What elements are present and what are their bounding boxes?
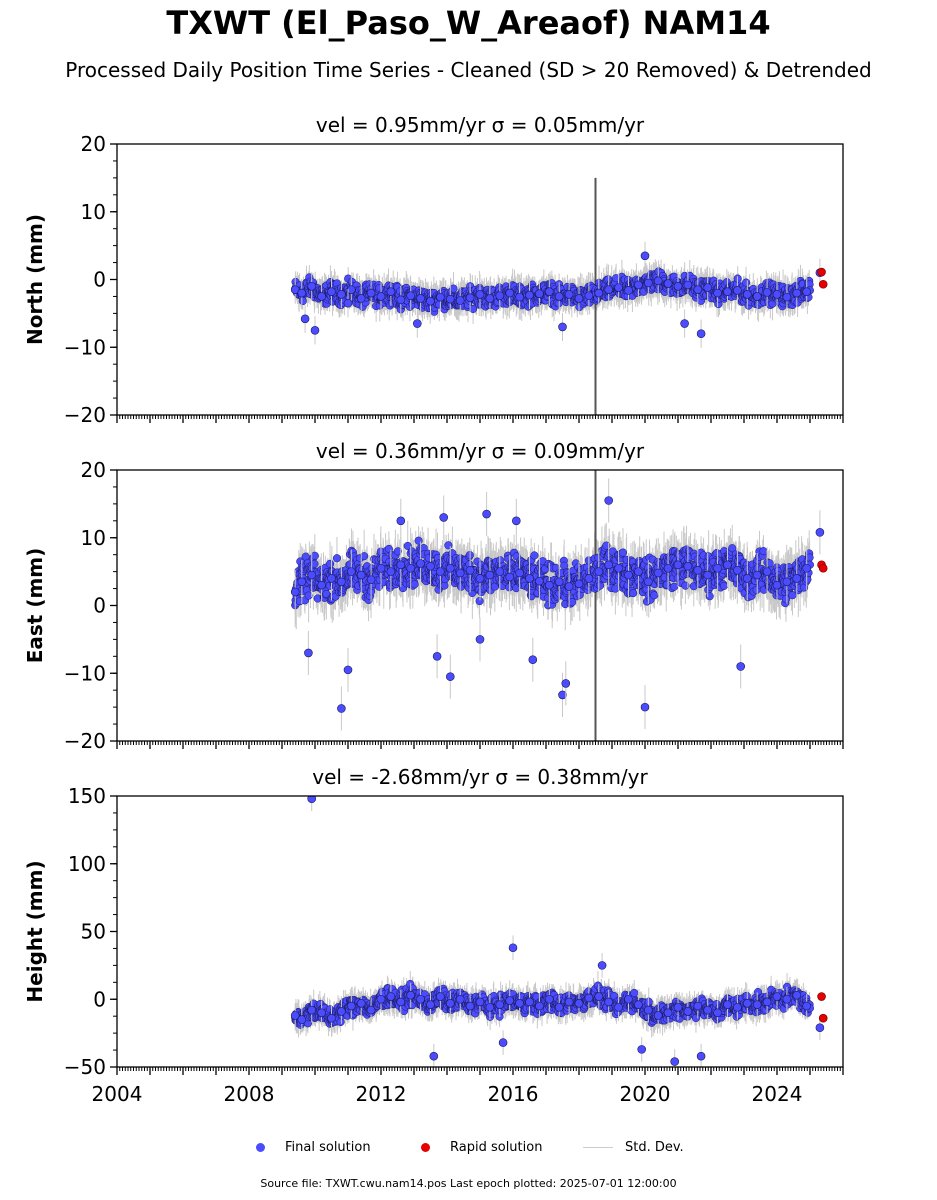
final-data-point — [713, 288, 722, 298]
y-tick-label: 10 — [81, 200, 106, 224]
final-data-point — [337, 290, 346, 299]
final-data-point — [693, 285, 703, 294]
final-point — [360, 552, 369, 561]
final-data-point — [343, 298, 353, 308]
final-point — [325, 559, 335, 568]
final-data-point — [640, 251, 650, 261]
panel-east-marks — [290, 470, 828, 741]
final-data-point — [436, 292, 445, 302]
final-data-point — [376, 292, 386, 301]
final-data-point — [663, 279, 673, 288]
final-point — [304, 591, 313, 600]
final-data-point — [327, 287, 336, 296]
final-data-point — [614, 283, 623, 292]
final-point — [449, 284, 458, 293]
final-data-point — [465, 293, 475, 303]
final-data-point — [792, 288, 802, 298]
final-data-point — [594, 288, 604, 298]
final-data-point — [683, 280, 693, 290]
final-data-point — [426, 296, 435, 306]
final-point — [298, 296, 307, 306]
final-data-point — [624, 286, 633, 295]
final-point — [332, 554, 341, 563]
y-axis-label: North (mm) — [23, 214, 47, 345]
final-data-point — [300, 314, 310, 324]
final-data-point — [366, 288, 376, 298]
final-data-point — [535, 289, 544, 299]
final-data-point — [782, 292, 792, 302]
y-tick-label: 0 — [93, 268, 106, 292]
rapid-point — [817, 267, 826, 277]
final-data-point — [346, 285, 356, 294]
panel-title: vel = 0.95mm/yr σ = 0.05mm/yr — [316, 113, 645, 137]
final-data-point — [495, 291, 505, 301]
final-data-point — [406, 291, 416, 301]
final-data-point — [643, 278, 653, 288]
final-data-point — [554, 292, 564, 301]
final-data-point — [356, 294, 366, 303]
page-subtitle: Processed Daily Position Time Series - C… — [65, 58, 872, 82]
panel-north: −20 −10 0 10 20 vel = 0.95mm/yr σ = 0.05mm/yr… — [23, 113, 844, 427]
y-tick-label: 20 — [81, 132, 106, 156]
final-data-point — [544, 287, 554, 296]
final-data-point — [772, 290, 782, 299]
final-data-point — [634, 280, 643, 290]
final-data-point — [703, 283, 713, 292]
final-point — [310, 559, 319, 568]
final-data-point — [752, 292, 762, 301]
final-data-point — [802, 287, 812, 296]
final-data-point — [673, 281, 683, 291]
final-data-point — [297, 288, 307, 298]
final-data-point — [515, 292, 524, 302]
final-data-point — [310, 326, 320, 335]
final-data-point — [584, 291, 594, 301]
final-data-point — [564, 290, 574, 299]
y-tick-label: −10 — [64, 335, 106, 359]
panel-north-marks — [290, 177, 828, 415]
page-title: TXWT (El_Paso_W_Areaof) NAM14 — [166, 4, 771, 42]
final-data-point — [386, 287, 396, 296]
final-data-point — [445, 294, 455, 304]
final-data-point — [455, 296, 465, 305]
final-data-point — [485, 294, 495, 303]
final-data-point — [396, 295, 406, 305]
final-data-point — [412, 319, 422, 328]
final-data-point — [558, 322, 567, 332]
rapid-points — [817, 267, 828, 289]
y-tick-label: −20 — [64, 403, 106, 427]
final-point — [741, 278, 751, 287]
final-data-point — [696, 329, 706, 339]
rapid-point — [818, 279, 828, 289]
final-data-point — [680, 319, 689, 328]
final-data-point — [653, 276, 663, 286]
final-points — [291, 536, 814, 610]
final-data-point — [416, 294, 425, 303]
final-data-point — [723, 287, 732, 296]
final-data-point — [475, 290, 485, 299]
final-point — [310, 551, 319, 560]
final-data-point — [742, 290, 752, 299]
final-data-point — [762, 288, 772, 297]
final-data-point — [505, 288, 515, 298]
final-data-point — [317, 292, 326, 301]
final-data-point — [574, 294, 584, 303]
final-data-point — [525, 290, 534, 300]
final-data-point — [604, 285, 614, 294]
final-point — [469, 304, 478, 313]
final-data-point — [307, 281, 317, 291]
final-data-points — [290, 241, 825, 348]
final-data-point — [733, 286, 742, 295]
